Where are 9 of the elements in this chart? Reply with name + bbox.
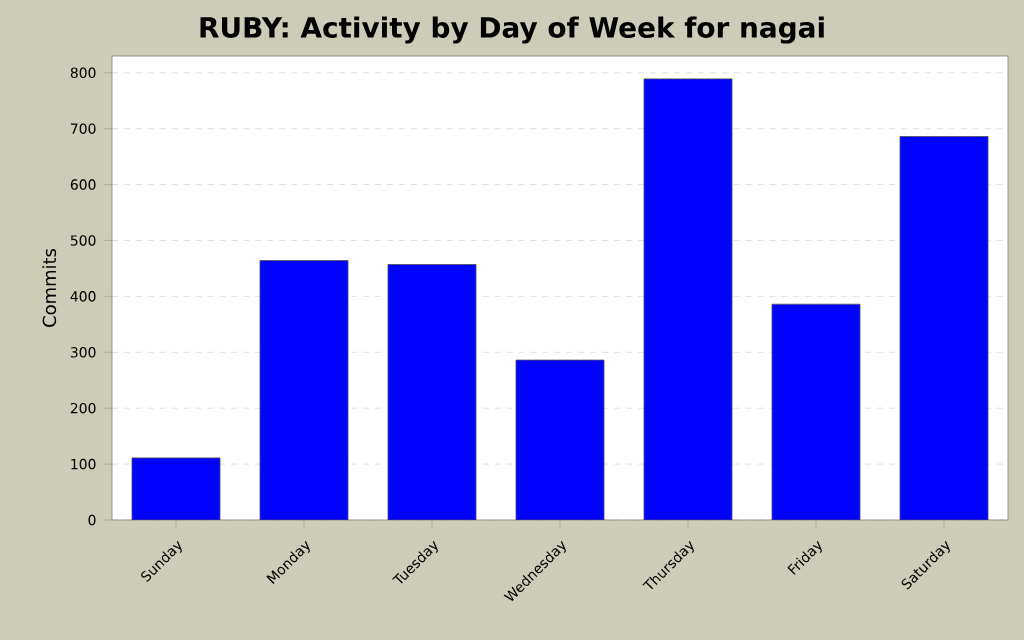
chart-title: RUBY: Activity by Day of Week for nagai: [200, 16, 824, 44]
bar: [899, 136, 989, 520]
y-axis-title: Commits: [42, 248, 57, 327]
bar: [131, 457, 221, 520]
bar: [259, 260, 349, 520]
bar: [388, 264, 477, 520]
bar: [643, 78, 733, 520]
bar: [771, 303, 861, 520]
bar: [515, 359, 605, 520]
